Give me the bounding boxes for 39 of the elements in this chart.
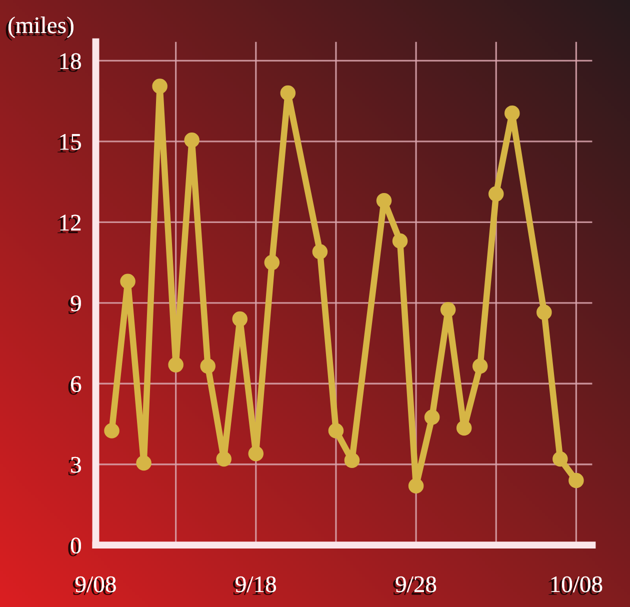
point (168, 357, 184, 372)
point (568, 472, 584, 488)
y-tick-label: 0 (68, 538, 81, 556)
point (504, 106, 520, 121)
x-tick-label: 10/08 (548, 576, 602, 596)
y-tick-label: 15 (58, 134, 81, 153)
point (184, 132, 200, 148)
point (392, 233, 408, 249)
point (232, 311, 248, 327)
y-tick-label: 9 (68, 295, 81, 314)
point (136, 455, 152, 471)
point (216, 451, 232, 467)
point (408, 478, 424, 494)
y-axis-title: (miles) (6, 16, 74, 41)
point (104, 423, 120, 438)
x-tick-label: 9/18 (232, 576, 276, 596)
x-tick-label: 9/28 (393, 576, 436, 596)
y-tick-label: 6 (68, 376, 82, 395)
y-tick-label: 3 (68, 456, 81, 476)
point (200, 358, 216, 374)
point (328, 423, 344, 438)
point (536, 304, 552, 320)
point (120, 274, 136, 290)
point (376, 193, 392, 208)
y-tick-label: 18 (58, 53, 81, 72)
point (552, 451, 568, 467)
point (472, 358, 488, 374)
point (440, 302, 456, 318)
point (248, 446, 264, 462)
point (456, 420, 472, 436)
x-tick-label: 9/08 (72, 576, 116, 596)
point (312, 244, 328, 260)
point (280, 85, 296, 101)
point (344, 452, 360, 468)
y-tick-label: 12 (58, 214, 81, 234)
point (264, 254, 280, 270)
point (424, 410, 440, 425)
point (152, 78, 168, 94)
point (488, 186, 504, 202)
